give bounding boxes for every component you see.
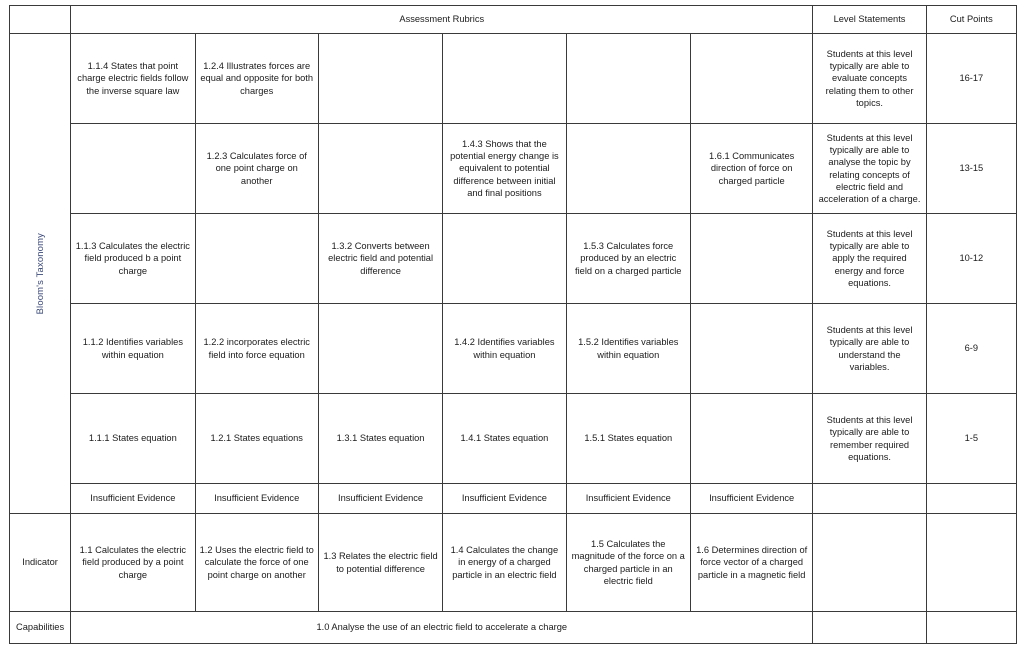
assessment-rubric-table: Assessment Rubrics Level Statements Cut … (8, 5, 1018, 644)
rubric-cell-r3c4[interactable] (442, 213, 567, 304)
level-statement-13-15: Students at this level typically are abl… (812, 123, 927, 214)
capabilities-row-spacer-level (812, 611, 927, 644)
rubric-cell-r5c5[interactable]: 1.5.1 States equation (565, 393, 691, 484)
header-level-statements: Level Statements (812, 5, 927, 34)
rubric-cell-r4c5[interactable]: 1.5.2 Identifies variables within equati… (565, 303, 691, 394)
header-assessment-rubrics: Assessment Rubrics (70, 5, 814, 34)
rubric-cell-r3c5[interactable]: 1.5.3 Calculates force produced by an el… (565, 213, 691, 304)
rubric-cell-r2c1[interactable] (70, 123, 196, 214)
insufficient-evidence-c1[interactable]: Insufficient Evidence (70, 483, 196, 514)
cut-points-6-9: 6-9 (925, 303, 1018, 394)
indicator-label: Indicator (8, 513, 72, 612)
rubric-cell-r4c3[interactable] (317, 303, 444, 394)
rubric-cell-r3c2[interactable] (194, 213, 319, 304)
rubric-cell-r5c4[interactable]: 1.4.1 States equation (442, 393, 567, 484)
insufficient-evidence-c4[interactable]: Insufficient Evidence (442, 483, 567, 514)
indicator-1-3[interactable]: 1.3 Relates the electric field to potent… (317, 513, 444, 612)
rubric-cell-r2c2[interactable]: 1.2.3 Calculates force of one point char… (194, 123, 319, 214)
level-row-6-9: 1.1.2 Identifies variables within equati… (10, 303, 1018, 394)
rubric-cell-r2c4[interactable]: 1.4.3 Shows that the potential energy ch… (442, 123, 567, 214)
insufficient-row-spacer-cut (925, 483, 1018, 514)
insufficient-row-spacer-level (812, 483, 927, 514)
capabilities-row: Capabilities 1.0 Analyse the use of an e… (8, 611, 1018, 644)
rubric-cell-r5c3[interactable]: 1.3.1 States equation (317, 393, 444, 484)
rubric-cell-r5c2[interactable]: 1.2.1 States equations (194, 393, 319, 484)
capabilities-row-spacer-cut (925, 611, 1018, 644)
insufficient-evidence-c2[interactable]: Insufficient Evidence (194, 483, 319, 514)
indicator-row-spacer-cut (925, 513, 1018, 612)
level-row-1-5: 1.1.1 States equation 1.2.1 States equat… (10, 393, 1018, 484)
rubric-cell-r4c4[interactable]: 1.4.2 Identifies variables within equati… (442, 303, 567, 394)
header-corner-spacer (8, 5, 72, 34)
rubric-cell-r3c3[interactable]: 1.3.2 Converts between electric field an… (317, 213, 444, 304)
indicator-1-5[interactable]: 1.5 Calculates the magnitude of the forc… (565, 513, 691, 612)
level-statement-10-12: Students at this level typically are abl… (812, 213, 927, 304)
rubric-cell-r1c6[interactable] (689, 33, 814, 124)
indicator-1-6[interactable]: 1.6 Determines direction of force vector… (689, 513, 814, 612)
header-cut-points: Cut Points (925, 5, 1018, 34)
insufficient-evidence-row: Insufficient Evidence Insufficient Evide… (10, 483, 1018, 514)
blooms-taxonomy-text: Bloom's Taxonomy (33, 232, 45, 315)
rubric-cell-r1c2[interactable]: 1.2.4 Illustrates forces are equal and o… (194, 33, 319, 124)
cut-points-1-5: 1-5 (925, 393, 1018, 484)
rubric-cell-r1c1[interactable]: 1.1.4 States that point charge electric … (70, 33, 196, 124)
rubric-cell-r3c6[interactable] (689, 213, 814, 304)
capabilities-label: Capabilities (8, 611, 72, 644)
indicator-row-spacer-level (812, 513, 927, 612)
cut-points-10-12: 10-12 (925, 213, 1018, 304)
rubric-cell-r1c3[interactable] (317, 33, 444, 124)
level-statement-1-5: Students at this level typically are abl… (812, 393, 927, 484)
level-statement-6-9: Students at this level typically are abl… (812, 303, 927, 394)
rubric-cell-r1c4[interactable] (442, 33, 567, 124)
rubric-cell-r4c2[interactable]: 1.2.2 incorporates electric field into f… (194, 303, 319, 394)
rubric-cell-r4c1[interactable]: 1.1.2 Identifies variables within equati… (70, 303, 196, 394)
rubric-cell-r2c5[interactable] (565, 123, 691, 214)
level-row-13-15: 1.2.3 Calculates force of one point char… (10, 123, 1018, 214)
indicator-row: Indicator 1.1 Calculates the electric fi… (8, 513, 1018, 612)
header-row: Assessment Rubrics Level Statements Cut … (8, 5, 1018, 34)
insufficient-evidence-c6[interactable]: Insufficient Evidence (689, 483, 814, 514)
blooms-taxonomy-label: Bloom's Taxonomy (8, 33, 72, 514)
cut-points-13-15: 13-15 (925, 123, 1018, 214)
level-row-16-17: Bloom's Taxonomy 1.1.4 States that point… (8, 33, 1018, 514)
level-statement-16-17: Students at this level typically are abl… (812, 33, 927, 124)
rubric-cell-r3c1[interactable]: 1.1.3 Calculates the electric field prod… (70, 213, 196, 304)
capability-statement[interactable]: 1.0 Analyse the use of an electric field… (70, 611, 814, 644)
rubric-cell-r4c6[interactable] (689, 303, 814, 394)
rubric-cell-r5c1[interactable]: 1.1.1 States equation (70, 393, 196, 484)
rubric-cell-r5c6[interactable] (689, 393, 814, 484)
insufficient-evidence-c3[interactable]: Insufficient Evidence (317, 483, 444, 514)
indicator-1-4[interactable]: 1.4 Calculates the change in energy of a… (442, 513, 567, 612)
cut-points-16-17: 16-17 (925, 33, 1018, 124)
indicator-1-2[interactable]: 1.2 Uses the electric field to calculate… (194, 513, 319, 612)
rubric-cell-r2c3[interactable] (317, 123, 444, 214)
insufficient-evidence-c5[interactable]: Insufficient Evidence (565, 483, 691, 514)
rubric-cell-r2c6[interactable]: 1.6.1 Communicates direction of force on… (689, 123, 814, 214)
rubric-cell-r1c5[interactable] (565, 33, 691, 124)
indicator-1-1[interactable]: 1.1 Calculates the electric field produc… (70, 513, 196, 612)
level-row-10-12: 1.1.3 Calculates the electric field prod… (10, 213, 1018, 304)
